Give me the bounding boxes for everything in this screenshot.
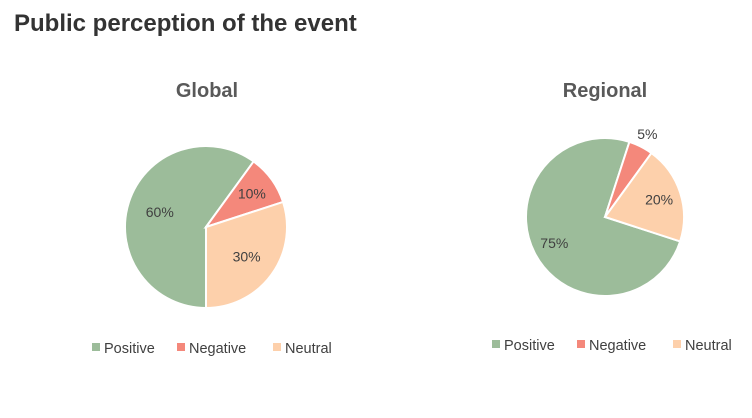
legend-regional: Positive Negative Neutral <box>492 338 732 354</box>
legend-swatch-global-negative <box>177 343 185 351</box>
slice-regional-neutral <box>603 151 685 243</box>
legend-label-global-positive: Positive <box>104 341 155 357</box>
pie-regional: 75% 5% 20% <box>525 126 685 297</box>
data-label-global-positive: 60% <box>146 204 174 220</box>
page-title: Public perception of the event <box>14 10 357 37</box>
pie-global: 60% 10% 30% <box>124 145 288 310</box>
legend-swatch-global-neutral <box>273 343 281 351</box>
chart-regional: Regional 75% 5% 20% Positive Negative Neutra… <box>492 80 732 354</box>
data-label-regional-positive: 75% <box>540 235 568 251</box>
legend-swatch-regional-negative <box>577 340 585 348</box>
legend-label-regional-positive: Positive <box>504 338 555 354</box>
slice-global-neutral <box>205 200 288 310</box>
chart-global: Global 60% 10% 30% Positive Negative Neutral <box>92 80 332 357</box>
data-label-regional-neutral: 20% <box>645 191 673 207</box>
legend-global: Positive Negative Neutral <box>92 341 332 357</box>
slice-global-positive <box>124 145 256 310</box>
slice-regional-positive <box>525 137 682 297</box>
data-label-regional-negative: 5% <box>637 126 657 142</box>
legend-label-regional-negative: Negative <box>589 338 646 354</box>
legend-swatch-global-positive <box>92 343 100 351</box>
legend-swatch-regional-positive <box>492 340 500 348</box>
data-label-global-neutral: 30% <box>233 249 261 265</box>
legend-swatch-regional-neutral <box>673 340 681 348</box>
legend-label-regional-neutral: Neutral <box>685 338 732 354</box>
chart-title-regional: Regional <box>563 80 647 102</box>
chart-title-global: Global <box>176 80 238 102</box>
legend-label-global-neutral: Neutral <box>285 341 332 357</box>
data-label-global-negative: 10% <box>238 186 266 202</box>
legend-label-global-negative: Negative <box>189 341 246 357</box>
